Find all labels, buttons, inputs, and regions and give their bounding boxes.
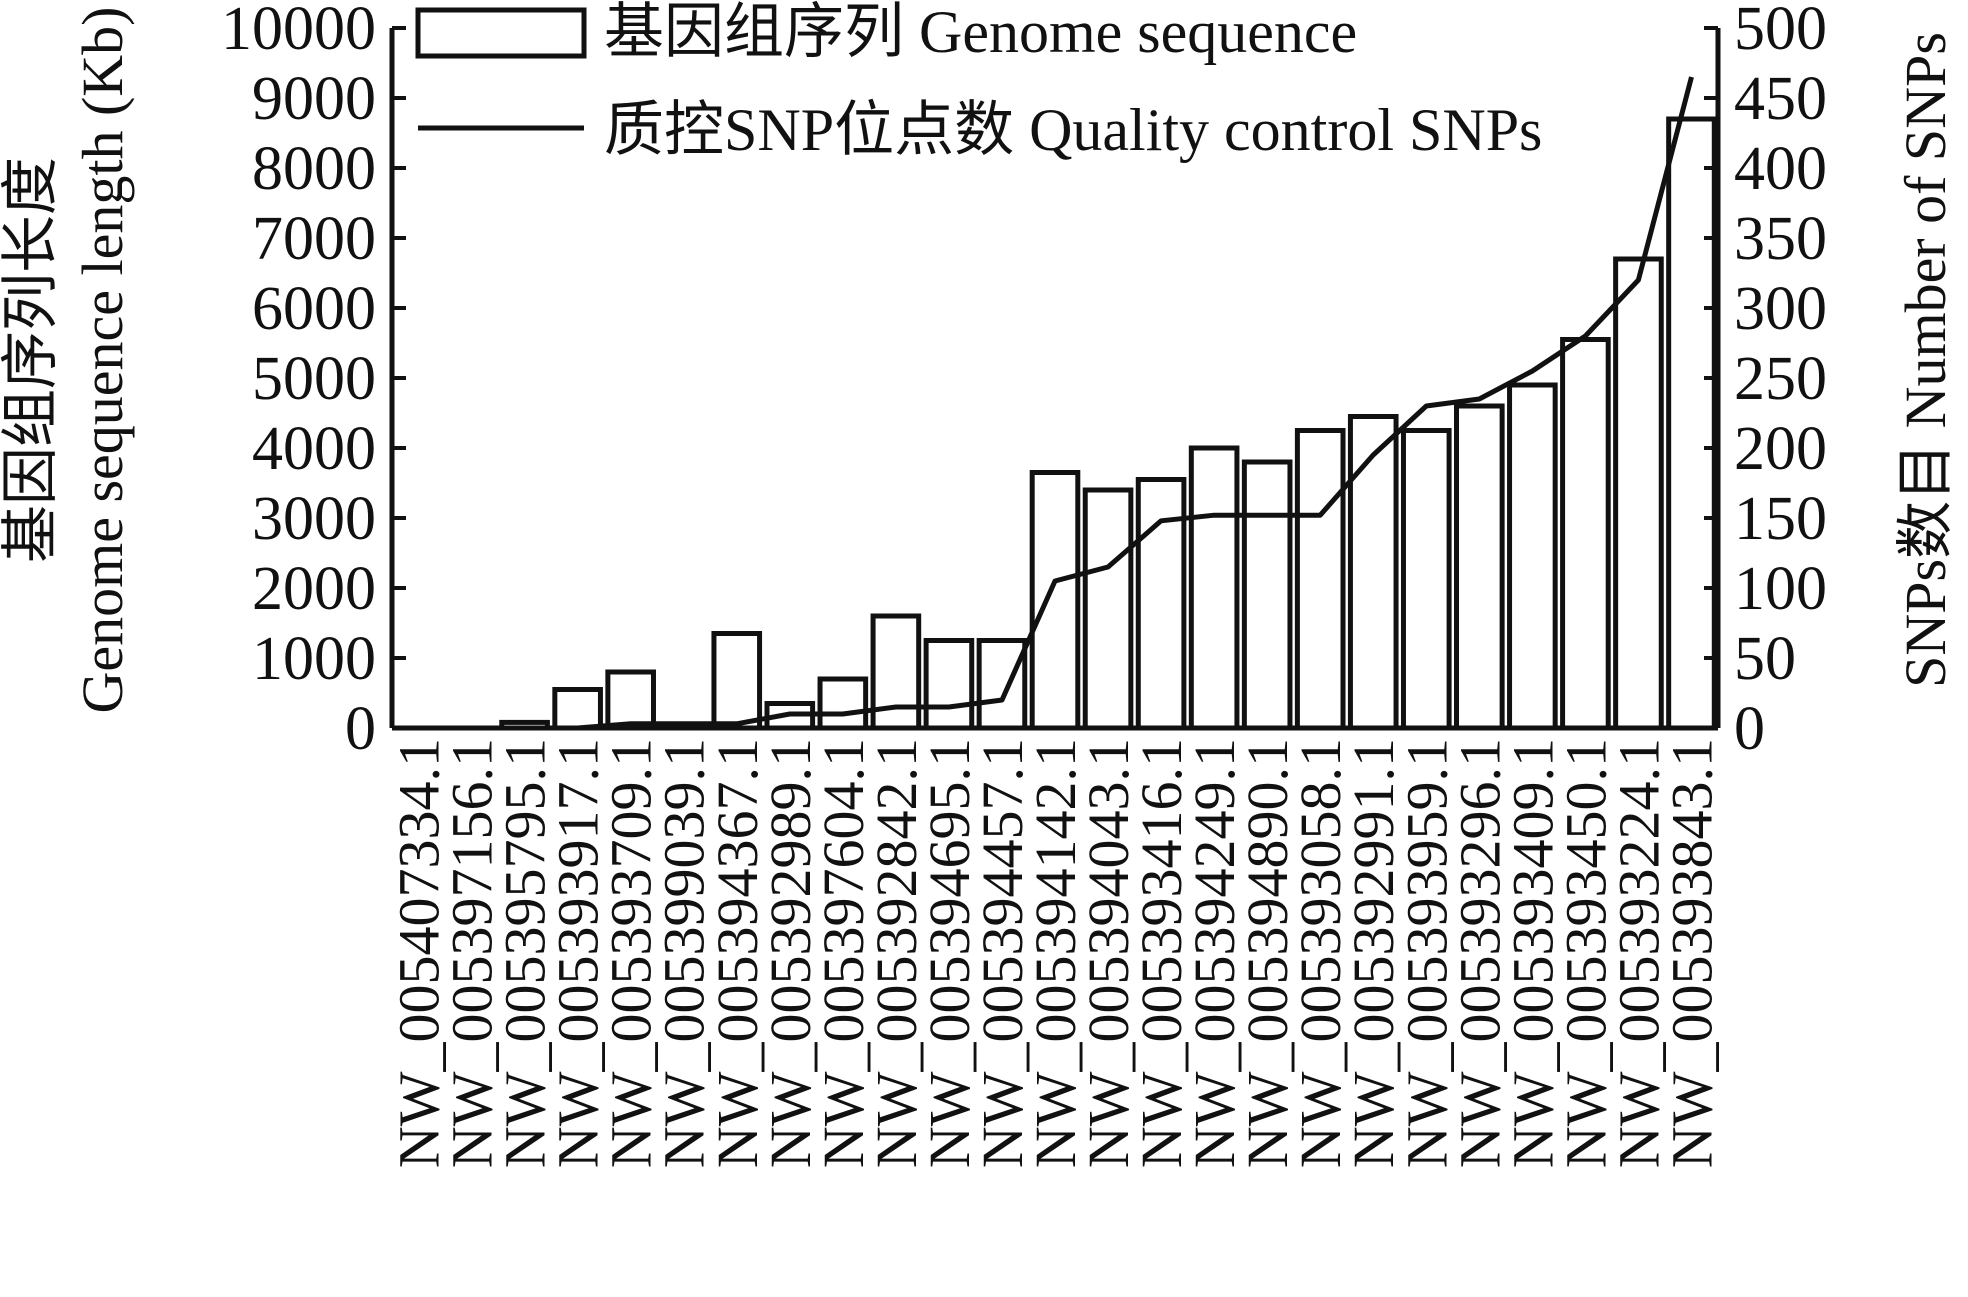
category-label-17: NW_005393058.1 <box>1288 738 1353 1168</box>
left-tick-label-4: 4000 <box>252 415 376 483</box>
category-label-2: NW_005395795.1 <box>493 738 558 1168</box>
category-label-8: NW_005397604.1 <box>811 738 876 1168</box>
bar-20 <box>1454 403 1505 731</box>
bar-23 <box>1613 256 1664 731</box>
bar-11 <box>976 638 1028 731</box>
bar-21 <box>1507 382 1558 731</box>
bar-17 <box>1294 428 1346 731</box>
category-label-9: NW_005392842.1 <box>864 738 929 1168</box>
category-label-1: NW_005397156.1 <box>440 738 505 1168</box>
right-tick-label-2: 100 <box>1734 555 1827 623</box>
legend-bar-label: 基因组序列 Genome sequence <box>604 0 1357 65</box>
bar-8 <box>817 676 869 731</box>
legend-bar-swatch <box>415 7 587 59</box>
category-label-0: NW_005407334.1 <box>387 738 452 1168</box>
category-label-19: NW_005393959.1 <box>1394 738 1459 1168</box>
left-tick-label-6: 6000 <box>252 275 376 343</box>
category-label-5: NW_005399039.1 <box>652 738 717 1168</box>
bar-22 <box>1560 337 1611 731</box>
legend: 基因组序列 Genome sequence 质控SNP位点数 Quality c… <box>415 0 1542 163</box>
right-tick-label-0: 0 <box>1734 695 1765 763</box>
category-labels: NW_005407334.1NW_005397156.1NW_005395795… <box>387 738 1725 1168</box>
bar-10 <box>923 638 975 731</box>
category-label-24: NW_005393843.1 <box>1660 738 1725 1168</box>
category-label-13: NW_005394043.1 <box>1076 738 1141 1168</box>
bar-15 <box>1188 445 1240 731</box>
left-tick-label-5: 5000 <box>252 345 376 413</box>
bar-13 <box>1082 487 1134 731</box>
right-tick-label-6: 300 <box>1734 275 1827 343</box>
right-tick-label-7: 350 <box>1734 205 1827 273</box>
right-axis-title: SNPs数目 Number of SNPs <box>1893 32 1958 688</box>
right-tick-label-5: 250 <box>1734 345 1827 413</box>
bar-3 <box>552 687 603 731</box>
category-label-21: NW_005393409.1 <box>1500 738 1565 1168</box>
category-label-3: NW_005393917.1 <box>546 738 611 1168</box>
left-tick-label-7: 7000 <box>252 205 376 273</box>
left-tick-label-8: 8000 <box>252 135 376 203</box>
bar-16 <box>1241 459 1293 731</box>
left-axis-ticks: 0100020003000400050006000700080009000100… <box>221 0 406 763</box>
category-label-20: NW_005393296.1 <box>1447 738 1512 1168</box>
left-tick-label-3: 3000 <box>252 485 376 553</box>
right-tick-label-9: 450 <box>1734 65 1827 133</box>
right-tick-label-8: 400 <box>1734 135 1827 203</box>
left-tick-label-9: 9000 <box>252 65 376 133</box>
category-label-18: NW_005392991.1 <box>1341 738 1406 1168</box>
bars-layer <box>499 116 1717 731</box>
category-label-10: NW_005394695.1 <box>917 738 982 1168</box>
category-label-15: NW_005394249.1 <box>1182 738 1247 1168</box>
right-tick-label-4: 200 <box>1734 415 1827 483</box>
right-tick-label-1: 50 <box>1734 625 1796 693</box>
bar-12 <box>1029 470 1081 731</box>
bar-18 <box>1347 414 1399 731</box>
category-label-7: NW_005392989.1 <box>758 738 823 1168</box>
bar-19 <box>1400 428 1452 731</box>
category-label-23: NW_005393224.1 <box>1606 738 1671 1168</box>
line-layer <box>418 76 1694 731</box>
category-label-4: NW_005393709.1 <box>599 738 664 1168</box>
category-label-6: NW_005394367.1 <box>705 738 770 1168</box>
category-label-12: NW_005394142.1 <box>1023 738 1088 1168</box>
left-tick-label-1: 1000 <box>252 625 376 693</box>
left-tick-label-10: 10000 <box>221 0 376 63</box>
bar-6 <box>711 631 763 731</box>
right-tick-label-3: 150 <box>1734 485 1827 553</box>
bar-24 <box>1666 116 1717 731</box>
right-tick-label-10: 500 <box>1734 0 1827 63</box>
bar-4 <box>605 669 656 731</box>
legend-line-label: 质控SNP位点数 Quality control SNPs <box>604 97 1542 163</box>
category-label-22: NW_005393450.1 <box>1553 738 1618 1168</box>
left-tick-label-2: 2000 <box>252 555 376 623</box>
category-label-16: NW_005394890.1 <box>1235 738 1300 1168</box>
left-axis-title-en: Genome sequence length (Kb) <box>70 6 135 713</box>
left-axis-title-cn: 基因组序列长度 <box>0 157 63 563</box>
left-tick-label-0: 0 <box>345 695 376 763</box>
category-label-11: NW_005394457.1 <box>970 738 1035 1168</box>
category-label-14: NW_005393416.1 <box>1129 738 1194 1168</box>
